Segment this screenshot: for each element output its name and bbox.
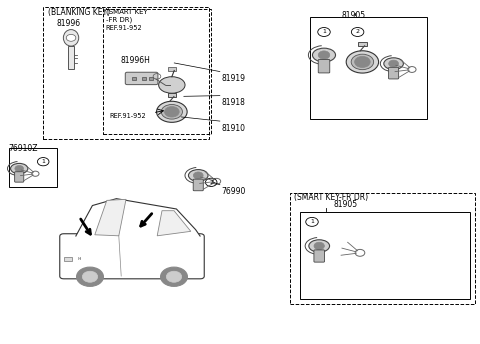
Text: 1: 1 (322, 30, 326, 34)
Circle shape (77, 267, 104, 286)
Text: (SMART KEY: (SMART KEY (106, 8, 147, 15)
Circle shape (355, 56, 370, 67)
Ellipse shape (158, 77, 185, 93)
Text: H: H (77, 257, 81, 261)
Bar (149, 77, 153, 80)
Text: 1: 1 (310, 219, 314, 224)
Circle shape (314, 242, 324, 250)
Circle shape (66, 34, 76, 41)
Text: 2: 2 (209, 180, 213, 185)
Text: REF.91-952: REF.91-952 (106, 25, 143, 31)
Ellipse shape (384, 58, 403, 69)
Circle shape (193, 172, 203, 179)
Circle shape (160, 267, 187, 286)
Bar (300, 212, 470, 299)
Text: 1: 1 (41, 159, 45, 164)
Text: REF.91-952: REF.91-952 (109, 113, 146, 119)
Ellipse shape (63, 30, 79, 46)
Text: 81905: 81905 (342, 11, 366, 20)
Bar (43, 7, 209, 139)
Circle shape (15, 165, 24, 172)
Circle shape (318, 51, 330, 59)
Ellipse shape (189, 170, 208, 181)
Bar (290, 193, 475, 304)
FancyBboxPatch shape (60, 234, 204, 279)
Circle shape (165, 107, 179, 117)
Polygon shape (68, 46, 74, 69)
Text: 81918: 81918 (222, 98, 246, 107)
Bar (142, 77, 146, 80)
Bar (358, 42, 367, 46)
FancyBboxPatch shape (314, 250, 324, 262)
Bar (168, 93, 176, 97)
Ellipse shape (309, 240, 330, 252)
Text: 81996: 81996 (57, 19, 81, 28)
Text: 2: 2 (356, 30, 360, 34)
FancyBboxPatch shape (125, 72, 158, 85)
Ellipse shape (312, 48, 336, 62)
Circle shape (83, 271, 98, 282)
Ellipse shape (156, 101, 187, 122)
FancyBboxPatch shape (193, 179, 204, 191)
Bar (168, 67, 176, 71)
FancyBboxPatch shape (318, 60, 330, 73)
Text: -FR DR): -FR DR) (106, 17, 132, 23)
Text: (SMART KEY-FR DR): (SMART KEY-FR DR) (294, 193, 368, 202)
Polygon shape (76, 199, 200, 237)
Text: 81996H: 81996H (121, 56, 151, 65)
Ellipse shape (346, 51, 379, 73)
Text: 81910: 81910 (222, 124, 246, 133)
Text: 76910Z: 76910Z (9, 144, 38, 153)
Bar (103, 9, 211, 134)
Bar (132, 77, 136, 80)
FancyBboxPatch shape (14, 172, 24, 182)
Bar (64, 257, 72, 261)
Text: 81905: 81905 (334, 200, 358, 209)
Bar (9, 148, 57, 187)
FancyBboxPatch shape (389, 67, 398, 79)
Ellipse shape (11, 163, 28, 174)
Bar (310, 17, 427, 119)
Ellipse shape (351, 54, 373, 70)
Polygon shape (95, 200, 126, 236)
Circle shape (166, 271, 182, 282)
Polygon shape (157, 211, 191, 236)
Text: (BLANKING KEY): (BLANKING KEY) (48, 8, 110, 17)
Circle shape (389, 60, 398, 67)
Text: 76990: 76990 (222, 187, 246, 196)
Text: 81919: 81919 (222, 74, 246, 83)
Ellipse shape (161, 105, 182, 119)
